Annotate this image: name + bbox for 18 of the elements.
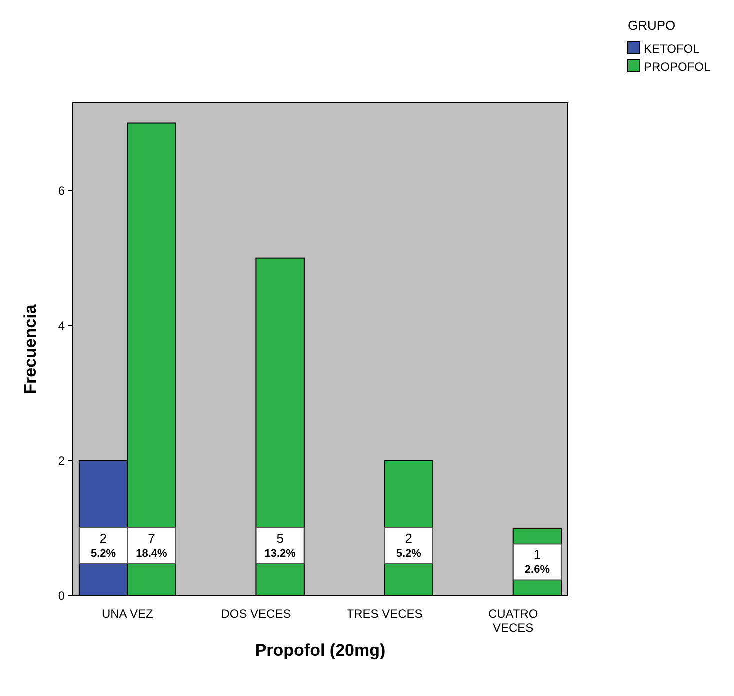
y-tick-label: 6 — [58, 184, 66, 198]
y-tick-label: 4 — [58, 318, 66, 333]
x-tick-label: DOS VECES — [221, 607, 292, 621]
x-tick-label: CUATRO VECES — [488, 607, 538, 635]
legend-label: PROPOFOL — [644, 60, 712, 74]
x-axis-title: Propofol (20mg) — [255, 641, 386, 660]
data-label: 5 13.2% — [264, 531, 296, 560]
y-axis-title: Frecuencia — [21, 304, 40, 394]
x-tick-label: TRES VECES — [346, 607, 423, 621]
y-tick-label: 2 — [58, 454, 66, 468]
data-label: 2 5.2% — [396, 531, 422, 560]
data-label: 2 5.2% — [90, 531, 116, 560]
x-tick-label: UNA VEZ — [102, 607, 154, 621]
y-tick-label: 0 — [58, 589, 66, 603]
data-label: 7 18.4% — [136, 531, 168, 560]
data-label: 1 2.6% — [524, 547, 550, 576]
legend-title: GRUPO — [628, 18, 676, 33]
legend-label: KETOFOL — [644, 42, 700, 56]
